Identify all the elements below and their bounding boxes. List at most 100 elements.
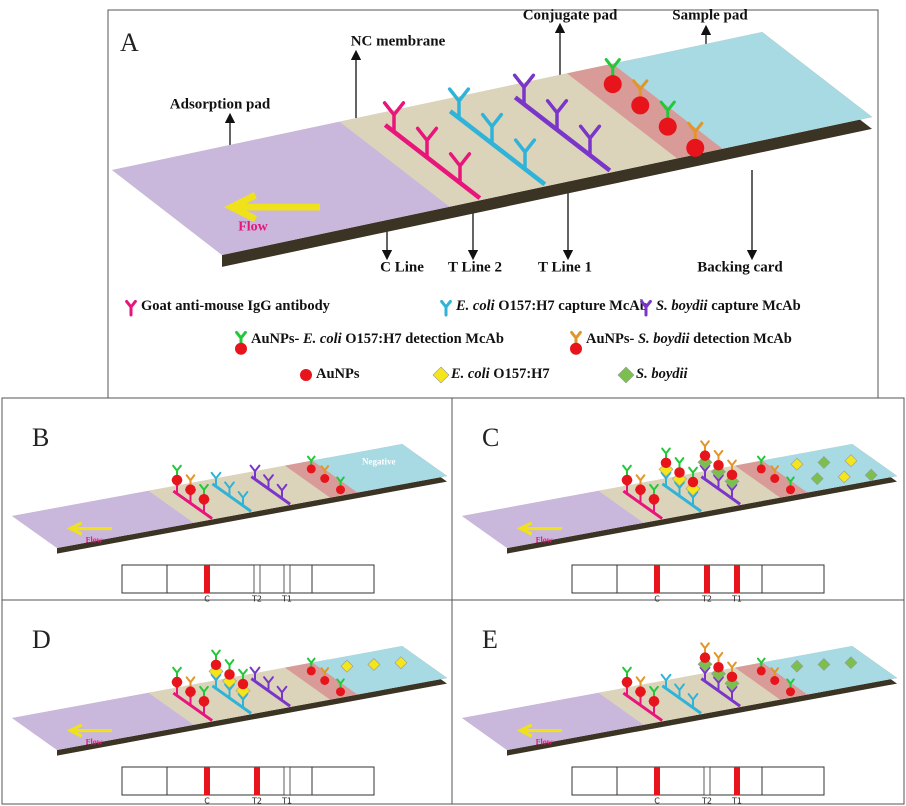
- legend-text: O157:H7 detection McAb: [342, 331, 504, 347]
- aunp: [649, 494, 660, 505]
- aunp: [172, 475, 183, 486]
- legend-item: Goat anti-mouse IgG antibody: [141, 298, 331, 314]
- aunp: [727, 470, 738, 481]
- aunp: [307, 666, 316, 675]
- readout-strip: [572, 565, 824, 593]
- legend-text: Goat anti-mouse IgG antibody: [141, 298, 331, 314]
- readout-label: T2: [251, 797, 262, 806]
- label: NC membrane: [351, 33, 446, 49]
- flow-label: Flow: [86, 535, 103, 544]
- aunp: [649, 696, 660, 707]
- aunp: [631, 96, 649, 114]
- legend-text: S. boydii: [636, 366, 688, 382]
- aunp: [604, 75, 622, 93]
- label: Conjugate pad: [523, 7, 618, 23]
- aunp: [659, 118, 677, 136]
- legend-text: capture McAb: [708, 298, 801, 314]
- label: Backing card: [697, 259, 783, 275]
- legend-text: S. boydii: [656, 298, 708, 314]
- legend-item: S. boydii: [636, 366, 688, 382]
- legend-item: AuNPs- E. coli O157:H7 detection McAb: [251, 331, 504, 347]
- legend-text: AuNPs-: [586, 331, 638, 347]
- readout-label: C: [204, 595, 210, 604]
- aunp: [336, 485, 345, 494]
- readout-label: C: [204, 797, 210, 806]
- aunp: [700, 450, 711, 461]
- flow-label: Flow: [86, 737, 103, 746]
- label: T Line 2: [448, 259, 502, 275]
- label: T Line 1: [538, 259, 592, 275]
- readout-line: [204, 767, 210, 795]
- aunp: [235, 343, 247, 355]
- aunp: [727, 672, 738, 683]
- readout-line: [254, 767, 260, 795]
- aunp: [320, 474, 329, 483]
- aunp: [786, 485, 795, 494]
- readout-line: [654, 767, 660, 795]
- legend-text: E. coli: [455, 298, 495, 314]
- legend-text: O157:H7: [490, 366, 550, 382]
- aunp: [238, 679, 249, 690]
- flow-label: Flow: [238, 219, 268, 234]
- readout-label: T1: [731, 797, 742, 806]
- aunp: [307, 464, 316, 473]
- aunp: [185, 484, 196, 495]
- readout-strip: [572, 767, 824, 795]
- legend-text: E. coli: [302, 331, 342, 347]
- aunp: [570, 343, 582, 355]
- panel-label: D: [32, 625, 51, 654]
- aunp: [688, 477, 699, 488]
- legend-text: S. boydii: [638, 331, 690, 347]
- readout-line: [734, 565, 740, 593]
- readout-label: T2: [701, 797, 712, 806]
- aunp: [622, 677, 633, 688]
- legend-item: E. coli O157:H7: [450, 366, 550, 382]
- aunp: [172, 677, 183, 688]
- readout-line: [254, 565, 260, 593]
- aunp: [185, 686, 196, 697]
- readout-label: T2: [701, 595, 712, 604]
- aunp: [635, 686, 646, 697]
- readout-line: [284, 565, 290, 593]
- aunp: [224, 669, 235, 680]
- panel-label: A: [120, 28, 139, 57]
- legend-text: E. coli: [450, 366, 490, 382]
- aunp: [770, 676, 779, 685]
- readout-line: [204, 565, 210, 593]
- aunp: [757, 464, 766, 473]
- panel-label: C: [482, 423, 499, 452]
- legend-text: detection McAb: [690, 331, 792, 347]
- aunp: [622, 475, 633, 486]
- aunp: [320, 676, 329, 685]
- readout-label: T1: [281, 595, 292, 604]
- aunp: [700, 652, 711, 663]
- panel-label: B: [32, 423, 49, 452]
- readout-line: [284, 767, 290, 795]
- label: C Line: [380, 259, 424, 275]
- legend-text: O157:H7 capture McAb: [495, 298, 648, 314]
- readout-label: C: [654, 797, 660, 806]
- readout-strip: [122, 767, 374, 795]
- legend-text: AuNPs: [316, 366, 360, 382]
- aunp: [786, 687, 795, 696]
- legend-item: AuNPs: [316, 366, 360, 382]
- readout-label: T2: [251, 595, 262, 604]
- aunp: [336, 687, 345, 696]
- readout-label: C: [654, 595, 660, 604]
- flow-label: Flow: [536, 535, 553, 544]
- aunp: [686, 139, 704, 157]
- readout-line: [704, 767, 710, 795]
- readout-line: [704, 565, 710, 593]
- panel-label: E: [482, 625, 498, 654]
- aunp: [757, 666, 766, 675]
- readout-line: [734, 767, 740, 795]
- legend-text: AuNPs-: [251, 331, 303, 347]
- aunp: [770, 474, 779, 483]
- legend-item: S. boydii capture McAb: [656, 298, 801, 314]
- aunp: [713, 662, 724, 673]
- aunp: [300, 369, 312, 381]
- flow-label: Flow: [536, 737, 553, 746]
- readout-label: T1: [281, 797, 292, 806]
- aunp: [674, 467, 685, 478]
- aunp: [713, 460, 724, 471]
